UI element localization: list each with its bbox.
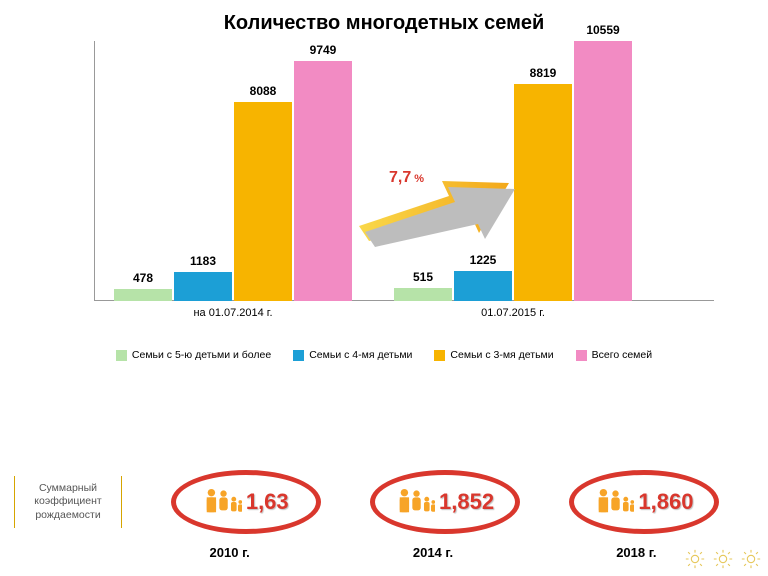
bar-value-label: 1183 xyxy=(190,254,216,268)
fertility-badge: 1,63 xyxy=(171,470,321,534)
bar-value-label: 9749 xyxy=(310,43,337,57)
bar: 10559 xyxy=(574,41,632,301)
bar-value-label: 1225 xyxy=(470,253,497,267)
y-axis xyxy=(94,41,95,301)
growth-arrow xyxy=(354,171,514,241)
badge-content: 1,860 xyxy=(569,470,719,534)
bar-value-label: 515 xyxy=(413,270,433,284)
family-icon xyxy=(396,488,435,516)
legend-label: Всего семей xyxy=(592,349,652,361)
bar: 1183 xyxy=(174,272,232,301)
coef-label-line: рождаемости xyxy=(19,509,117,522)
year-row: 2010 г. 2014 г. 2018 г. xyxy=(128,545,738,560)
gear-icon xyxy=(684,548,706,570)
legend-swatch xyxy=(116,350,127,361)
bar-chart: 478118380889749на 01.07.2014 г.515122588… xyxy=(34,41,734,331)
bar-value-label: 8088 xyxy=(250,84,277,98)
group-x-label: на 01.07.2014 г. xyxy=(193,307,272,319)
gear-icon xyxy=(712,548,734,570)
bar: 8088 xyxy=(234,102,292,301)
bar-value-label: 8819 xyxy=(530,66,557,80)
badge-value: 1,63 xyxy=(246,489,289,515)
corner-decoration xyxy=(684,548,762,570)
legend-swatch xyxy=(293,350,304,361)
year-label: 2014 г. xyxy=(413,545,453,560)
growth-percent: 7,7 % xyxy=(389,169,424,187)
legend-item: Всего семей xyxy=(576,349,652,361)
bar-value-label: 478 xyxy=(133,271,153,285)
family-icon xyxy=(203,488,242,516)
legend-label: Семьи с 5-ю детьми и более xyxy=(132,349,271,361)
legend-swatch xyxy=(576,350,587,361)
coef-label-line: Суммарный xyxy=(19,482,117,495)
legend: Семьи с 5-ю детьми и более Семьи с 4-мя д… xyxy=(0,349,768,361)
legend-item: Семьи с 3-мя детьми xyxy=(434,349,553,361)
year-label: 2010 г. xyxy=(210,545,250,560)
fertility-badge: 1,860 xyxy=(569,470,719,534)
badge-value: 1,852 xyxy=(439,489,494,515)
coef-label-line: коэффициент xyxy=(19,495,117,508)
bar-group: 478118380889749на 01.07.2014 г. xyxy=(114,61,352,301)
badge-value: 1,860 xyxy=(638,489,693,515)
legend-label: Семьи с 3-мя детьми xyxy=(450,349,553,361)
bar: 9749 xyxy=(294,61,352,301)
badge-content: 1,852 xyxy=(370,470,520,534)
bar: 1225 xyxy=(454,271,512,301)
bar: 515 xyxy=(394,288,452,301)
legend-swatch xyxy=(434,350,445,361)
arrow-shadow-icon xyxy=(360,177,520,247)
chart-title: Количество многодетных семей xyxy=(0,0,768,41)
bar-value-label: 10559 xyxy=(586,23,619,37)
bar: 478 xyxy=(114,289,172,301)
fertility-badge: 1,852 xyxy=(370,470,520,534)
badge-content: 1,63 xyxy=(171,470,321,534)
coefficient-label: Суммарный коэффициент рождаемости xyxy=(14,476,122,527)
legend-item: Семьи с 5-ю детьми и более xyxy=(116,349,271,361)
year-label: 2018 г. xyxy=(616,545,656,560)
bar: 8819 xyxy=(514,84,572,301)
legend-label: Семьи с 4-мя детьми xyxy=(309,349,412,361)
family-icon xyxy=(595,488,634,516)
coefficient-row: Суммарный коэффициент рождаемости 1,63 1… xyxy=(0,470,768,534)
legend-item: Семьи с 4-мя детьми xyxy=(293,349,412,361)
gear-icon xyxy=(740,548,762,570)
group-x-label: 01.07.2015 г. xyxy=(481,307,545,319)
